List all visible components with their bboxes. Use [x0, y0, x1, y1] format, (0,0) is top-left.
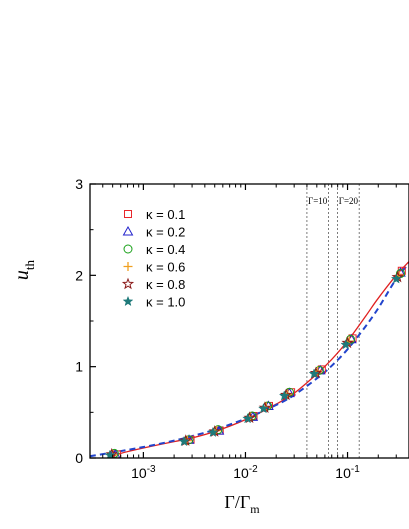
annotation-label-1: Γ=20	[339, 196, 359, 206]
data-point-s5-7	[340, 339, 352, 350]
fit-lines	[90, 261, 409, 458]
annotation-lines	[306, 184, 360, 458]
annotation-label-0: Γ=10	[308, 196, 328, 206]
y-axis-label: uth	[11, 259, 37, 280]
y-axis-label-sub: th	[22, 259, 37, 270]
y-tick-label-2: 2	[75, 267, 83, 283]
data-point-s0-8	[397, 266, 406, 275]
y-tick-label-3: 3	[75, 176, 83, 192]
legend-marker-5	[122, 295, 134, 307]
data-point-s5-5	[278, 390, 290, 401]
data-point-s2-2	[213, 425, 223, 435]
y-tick-label-1: 1	[75, 359, 83, 375]
y-axis-label-main: u	[11, 270, 33, 280]
legend-label-1: κ = 0.2	[146, 225, 185, 240]
x-tick-label-2: 10-1	[335, 464, 360, 481]
data-point-s5-8	[390, 273, 402, 284]
data-point-s1-8	[395, 267, 406, 277]
legend-marker-4	[121, 277, 135, 290]
data-point-s5-6	[308, 368, 320, 379]
data-points	[104, 266, 406, 458]
x-tick-label-1: 10-2	[233, 464, 258, 481]
tick-labels: 0 1 2 3 10-3 10-2 10-1	[75, 176, 360, 481]
data-point-s5-4	[258, 402, 269, 414]
legend-label-3: κ = 0.6	[146, 260, 185, 275]
data-point-s5-2	[207, 426, 219, 438]
legend-marker-2	[123, 244, 133, 254]
legend-label-4: κ = 0.8	[146, 277, 185, 292]
x-tick-label-0: 10-3	[131, 464, 156, 481]
x-axis-label-sub: m	[250, 502, 260, 516]
legend-label-2: κ = 0.4	[146, 242, 185, 257]
gamma-annotations: Γ=10 Γ=20	[308, 196, 359, 206]
x-axis-label: Γ/Γm	[224, 492, 260, 516]
legend-marker-0	[124, 210, 132, 218]
data-point-s5-3	[242, 413, 254, 424]
x-axis-label-main: Γ/Γ	[224, 492, 250, 512]
legend-label-0: κ = 0.1	[146, 207, 185, 222]
axis-ticks	[89, 183, 409, 459]
y-tick-label-0: 0	[75, 450, 83, 466]
legend-marker-1	[122, 225, 134, 236]
legend-label-5: κ = 1.0	[146, 295, 185, 310]
legend: κ = 0.1 κ = 0.2 κ = 0.4 κ = 0.6 κ = 0.8 κ = 1…	[121, 207, 185, 310]
legend-marker-3	[123, 262, 133, 271]
fit-line-dashed	[90, 262, 409, 458]
data-point-s5-1	[178, 435, 190, 447]
